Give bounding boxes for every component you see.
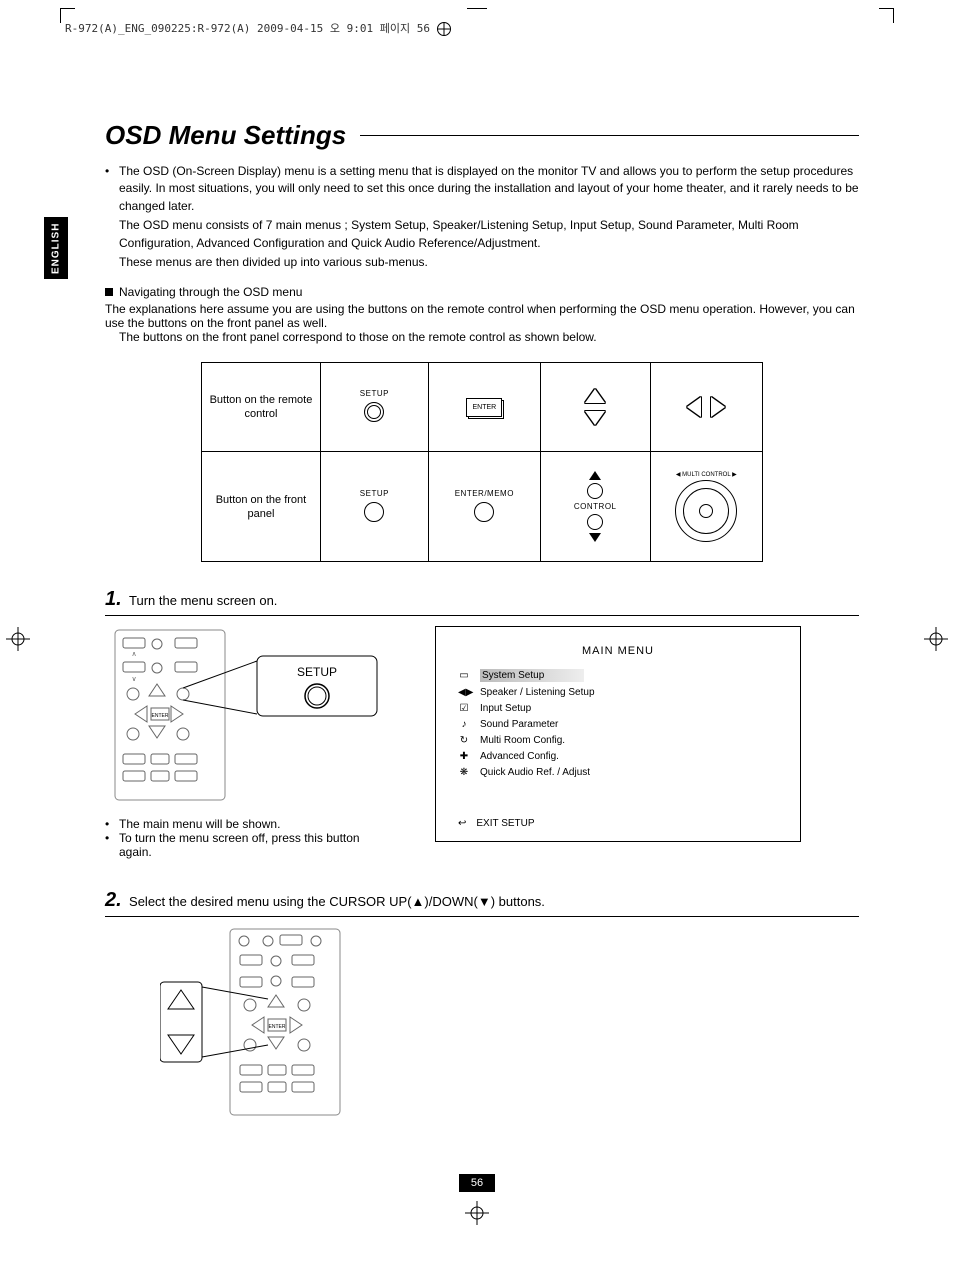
up-arrow-icon bbox=[589, 471, 601, 480]
svg-text:∧: ∧ bbox=[131, 651, 136, 658]
intro-p1: The OSD (On-Screen Display) menu is a se… bbox=[105, 163, 859, 215]
menu-item-system-setup: ▭System Setup bbox=[458, 669, 778, 682]
setup-label: SETUP bbox=[325, 389, 424, 398]
down-arrow-icon bbox=[589, 533, 601, 542]
menu-item-speaker: ◀▶Speaker / Listening Setup bbox=[458, 687, 778, 698]
enter-memo-label: ENTER/MEMO bbox=[433, 489, 536, 498]
control-knob-icon bbox=[587, 514, 603, 530]
svg-text:ENTER: ENTER bbox=[152, 713, 169, 719]
menu-exit: ↩EXIT SETUP bbox=[458, 818, 778, 829]
svg-text:∨: ∨ bbox=[131, 676, 136, 683]
jog-label: ◀ MULTI CONTROL ▶ bbox=[676, 471, 737, 478]
cursor-diagram: ENTER bbox=[160, 927, 859, 1120]
up-icon bbox=[585, 389, 605, 403]
nav-p2: The buttons on the front panel correspon… bbox=[105, 330, 859, 344]
control-label: CONTROL bbox=[574, 502, 617, 511]
callout-label: SETUP bbox=[297, 665, 337, 679]
page-number: 56 bbox=[459, 1174, 495, 1192]
svg-text:ENTER: ENTER bbox=[269, 1024, 286, 1030]
step1-note1: The main menu will be shown. bbox=[105, 817, 395, 831]
nav-heading: Navigating through the OSD menu bbox=[105, 285, 859, 299]
table-row-label: Button on the front panel bbox=[202, 452, 321, 562]
menu-item-input: ☑Input Setup bbox=[458, 703, 778, 714]
step-text: Select the desired menu using the CURSOR… bbox=[129, 894, 545, 909]
menu-item-advanced: ✚Advanced Config. bbox=[458, 751, 778, 762]
enter-button-icon: ENTER bbox=[466, 398, 502, 417]
left-icon bbox=[687, 397, 701, 417]
intro-p2: The OSD menu consists of 7 main menus ; … bbox=[105, 217, 859, 252]
control-knob-icon bbox=[587, 483, 603, 499]
right-icon bbox=[711, 397, 725, 417]
register-icon bbox=[437, 22, 451, 36]
button-comparison-table: Button on the remote control SETUP ENTER bbox=[201, 362, 763, 562]
step-number: 1. bbox=[105, 588, 122, 610]
down-icon bbox=[585, 411, 605, 425]
print-header: R-972(A)_ENG_090225:R-972(A) 2009-04-15 … bbox=[65, 20, 451, 36]
intro-p3: These menus are then divided up into var… bbox=[105, 254, 859, 271]
menu-title: MAIN MENU bbox=[458, 645, 778, 657]
menu-item-multiroom: ↻Multi Room Config. bbox=[458, 735, 778, 746]
setup-button-icon bbox=[364, 402, 384, 422]
register-mark-left bbox=[6, 627, 30, 651]
step-text: Turn the menu screen on. bbox=[129, 593, 277, 608]
step1-note2: To turn the menu screen off, press this … bbox=[105, 831, 395, 859]
remote-diagram: ∧ ∨ ENTER bbox=[105, 626, 395, 859]
setup-label: SETUP bbox=[325, 489, 424, 498]
register-mark-bottom bbox=[465, 1201, 489, 1228]
table-row-label: Button on the remote control bbox=[202, 363, 321, 452]
register-mark-right bbox=[924, 627, 948, 651]
step-number: 2. bbox=[105, 889, 122, 911]
page-title: OSD Menu Settings bbox=[105, 120, 859, 151]
enter-knob-icon bbox=[474, 502, 494, 522]
nav-p1: The explanations here assume you are usi… bbox=[105, 302, 859, 330]
language-tab: ENGLISH bbox=[44, 217, 68, 279]
osd-main-menu: MAIN MENU ▭System Setup ◀▶Speaker / List… bbox=[435, 626, 801, 842]
menu-item-sound: ♪Sound Parameter bbox=[458, 719, 778, 730]
menu-item-quickaudio: ❋Quick Audio Ref. / Adjust bbox=[458, 767, 778, 778]
setup-knob-icon bbox=[364, 502, 384, 522]
jog-dial-icon bbox=[675, 480, 737, 542]
